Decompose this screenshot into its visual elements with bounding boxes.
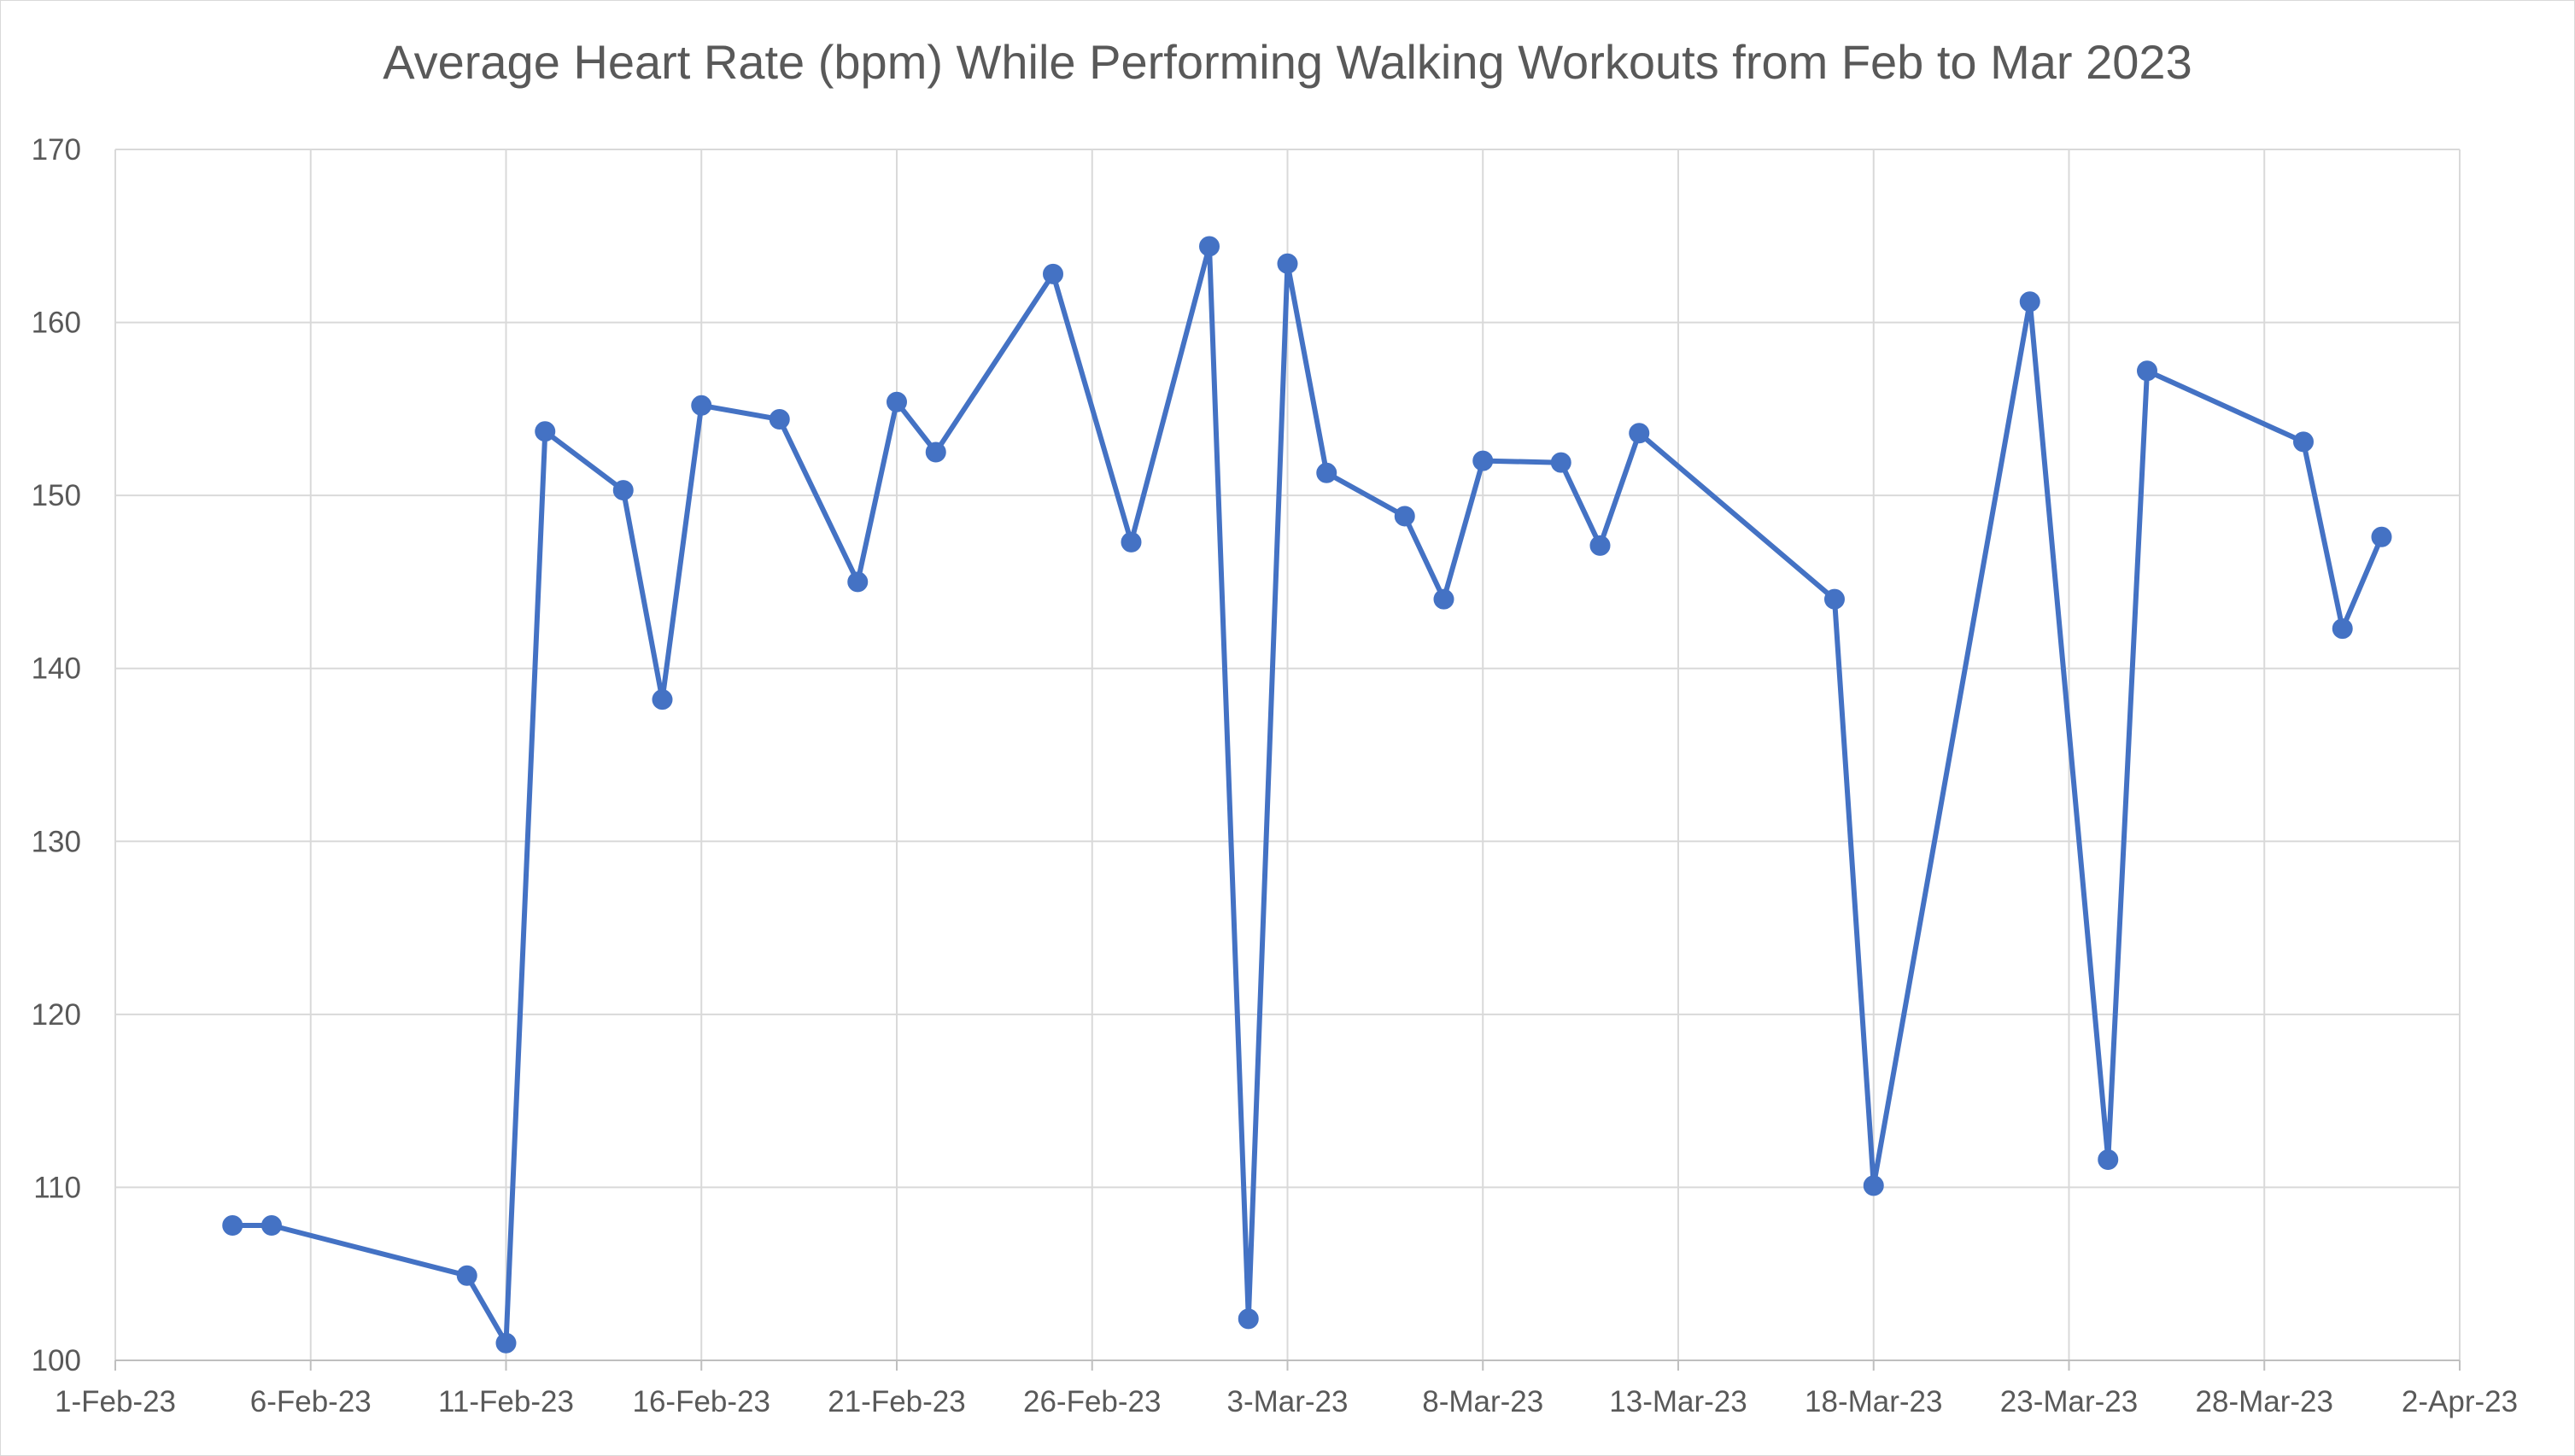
x-tick-label: 6-Feb-23 <box>250 1385 372 1418</box>
x-tick-label: 8-Mar-23 <box>1422 1385 1543 1418</box>
data-point <box>2098 1149 2119 1171</box>
x-tick-label: 1-Feb-23 <box>55 1385 176 1418</box>
y-tick-label: 170 <box>32 133 81 167</box>
x-tick-label: 23-Mar-23 <box>2000 1385 2138 1418</box>
x-tick-label: 18-Mar-23 <box>1805 1385 1942 1418</box>
data-point <box>1121 531 1142 553</box>
x-tick-label: 21-Feb-23 <box>828 1385 965 1418</box>
y-tick-label: 150 <box>32 479 81 512</box>
data-point <box>652 689 673 710</box>
y-tick-label: 110 <box>33 1171 81 1204</box>
data-point <box>222 1214 243 1236</box>
data-point <box>769 409 790 430</box>
data-point <box>2137 360 2157 382</box>
data-point <box>1863 1175 1884 1196</box>
data-point <box>1550 452 1571 473</box>
x-tick-label: 16-Feb-23 <box>633 1385 770 1418</box>
data-point <box>2293 431 2314 453</box>
data-point <box>691 395 712 416</box>
x-tick-label: 3-Mar-23 <box>1227 1385 1349 1418</box>
data-point <box>495 1332 517 1354</box>
data-point <box>261 1214 282 1236</box>
data-point <box>1472 450 1494 471</box>
data-point <box>1277 253 1298 274</box>
data-point <box>1433 588 1454 610</box>
data-point <box>1394 506 1415 527</box>
data-point <box>1629 423 1650 444</box>
vertical-gridlines <box>114 149 2461 1360</box>
series-line <box>230 243 2385 1346</box>
y-tick-label: 140 <box>32 652 81 686</box>
x-tick-label: 26-Feb-23 <box>1023 1385 1161 1418</box>
data-point <box>2371 526 2392 547</box>
data-point <box>2019 291 2040 313</box>
data-point <box>925 441 946 463</box>
y-tick-label: 100 <box>32 1344 81 1377</box>
x-tick-label: 2-Apr-23 <box>2402 1385 2518 1418</box>
y-axis-tick-labels: 100 110 120 130 140 150 160 170 <box>32 133 81 1377</box>
chart-title: Average Heart Rate (bpm) While Performin… <box>383 35 2192 89</box>
y-tick-label: 160 <box>32 307 81 340</box>
data-point <box>535 421 556 442</box>
x-tick-label: 13-Mar-23 <box>1609 1385 1747 1418</box>
data-point <box>1043 263 1063 284</box>
data-series <box>222 236 2392 1354</box>
data-point <box>612 480 634 501</box>
data-point <box>1199 236 1220 257</box>
y-tick-label: 120 <box>32 998 81 1032</box>
data-point <box>1316 462 1337 483</box>
data-point <box>456 1265 477 1286</box>
x-axis-tick-labels: 1-Feb-23 6-Feb-23 11-Feb-23 16-Feb-23 21-Feb… <box>55 1385 2518 1418</box>
x-tick-label: 11-Feb-23 <box>438 1385 574 1418</box>
data-point <box>847 571 869 593</box>
data-point <box>2332 618 2353 640</box>
y-tick-label: 130 <box>32 825 81 858</box>
data-point <box>887 391 907 412</box>
data-point <box>1824 588 1845 610</box>
data-point <box>1238 1308 1259 1330</box>
axes <box>114 1360 2461 1371</box>
data-point <box>1589 535 1611 556</box>
x-tick-label: 28-Mar-23 <box>2196 1385 2333 1418</box>
